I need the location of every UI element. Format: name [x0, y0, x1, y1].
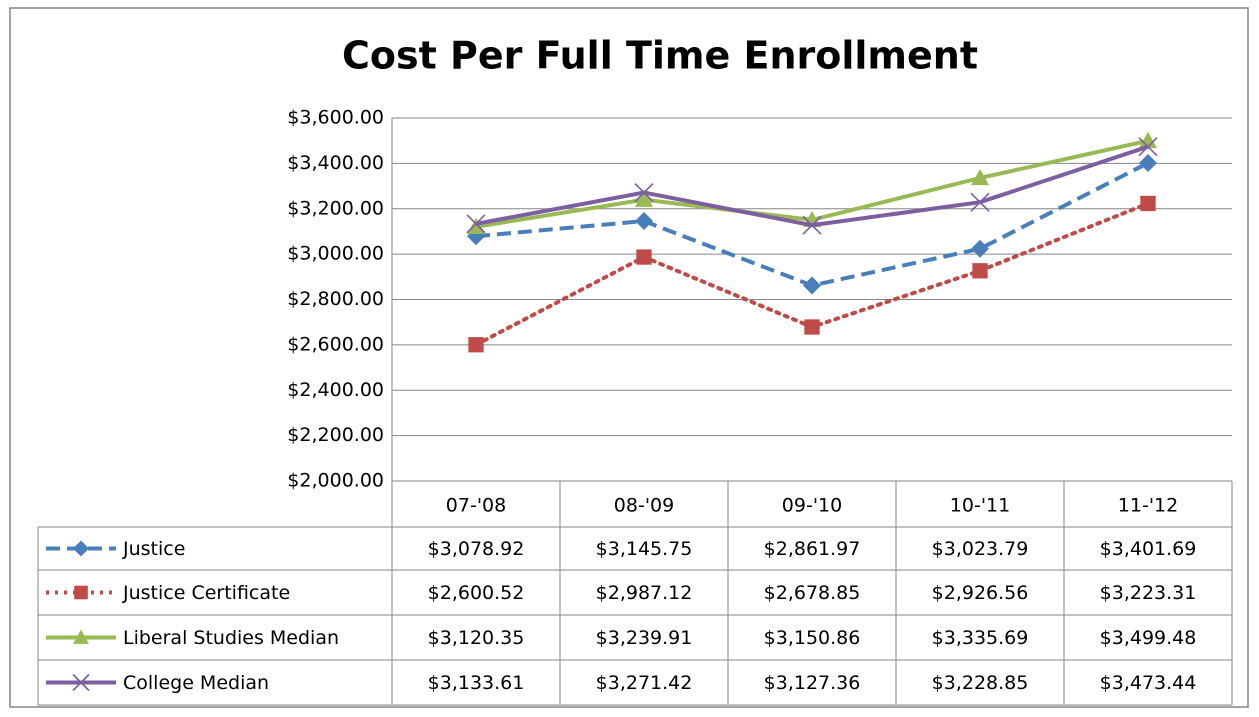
- marker: [634, 182, 654, 203]
- table-value: $3,271.42: [596, 672, 693, 694]
- marker: [1140, 195, 1156, 212]
- marker: [802, 215, 822, 235]
- y-tick-label: $2,200.00: [287, 424, 384, 446]
- x-tick-label: 07-'08: [446, 495, 506, 517]
- table-value: $2,600.52: [428, 582, 525, 604]
- legend-marker: [73, 540, 89, 557]
- y-tick-label: $2,600.00: [287, 333, 384, 355]
- table-value: $3,023.79: [932, 538, 1029, 560]
- y-tick-label: $3,400.00: [287, 152, 384, 174]
- table-value: $3,145.75: [596, 538, 693, 560]
- table-value: $3,120.35: [428, 627, 525, 649]
- legend-marker: [72, 673, 90, 692]
- table-value: $2,926.56: [932, 582, 1029, 604]
- table-value: $3,335.69: [932, 627, 1029, 649]
- marker: [635, 212, 653, 231]
- y-tick-label: $3,000.00: [287, 243, 384, 265]
- marker: [467, 217, 485, 235]
- marker: [804, 319, 820, 335]
- legend-marker: [73, 629, 89, 644]
- marker: [466, 214, 486, 234]
- marker: [971, 239, 989, 258]
- x-tick-label: 10-'11: [950, 495, 1010, 517]
- legend-label: Justice: [122, 538, 185, 560]
- y-tick-label: $2,400.00: [287, 379, 384, 401]
- marker: [1139, 131, 1157, 149]
- legend-label: College Median: [123, 672, 269, 694]
- table-value: $3,127.36: [764, 672, 861, 694]
- marker: [803, 276, 821, 295]
- table-value: $2,678.85: [764, 582, 861, 604]
- legend-label: Justice Certificate: [122, 582, 290, 604]
- marker: [1139, 153, 1157, 172]
- chart-title: Cost Per Full Time Enrollment: [342, 34, 978, 78]
- y-tick-label: $3,600.00: [287, 107, 384, 129]
- marker: [971, 168, 989, 186]
- table-value: $3,133.61: [428, 672, 525, 694]
- table-value: $3,078.92: [428, 538, 525, 560]
- table-value: $2,861.97: [764, 538, 861, 560]
- table-value: $3,150.86: [764, 627, 861, 649]
- legend-label: Liberal Studies Median: [123, 627, 339, 649]
- chart-border: [9, 7, 1249, 708]
- marker: [636, 249, 652, 265]
- table-value: $3,228.85: [932, 672, 1029, 694]
- table-value: $3,239.91: [596, 627, 693, 649]
- table-value: $3,401.69: [1100, 538, 1197, 560]
- x-tick-label: 08-'09: [614, 495, 674, 517]
- marker: [635, 190, 653, 207]
- y-tick-label: $3,200.00: [287, 197, 384, 219]
- y-tick-label: $2,800.00: [287, 288, 384, 310]
- x-tick-label: 11-'12: [1118, 495, 1178, 517]
- table-value: $2,987.12: [596, 582, 693, 604]
- x-tick-label: 09-'10: [782, 495, 842, 517]
- table-value: $3,473.44: [1100, 672, 1197, 694]
- marker: [468, 337, 484, 353]
- marker: [1138, 137, 1158, 157]
- y-tick-label: $2,000.00: [287, 470, 384, 492]
- legend-marker: [74, 585, 88, 600]
- marker: [972, 263, 988, 279]
- marker: [970, 192, 990, 212]
- table-value: $3,499.48: [1100, 627, 1197, 649]
- table-value: $3,223.31: [1100, 582, 1197, 604]
